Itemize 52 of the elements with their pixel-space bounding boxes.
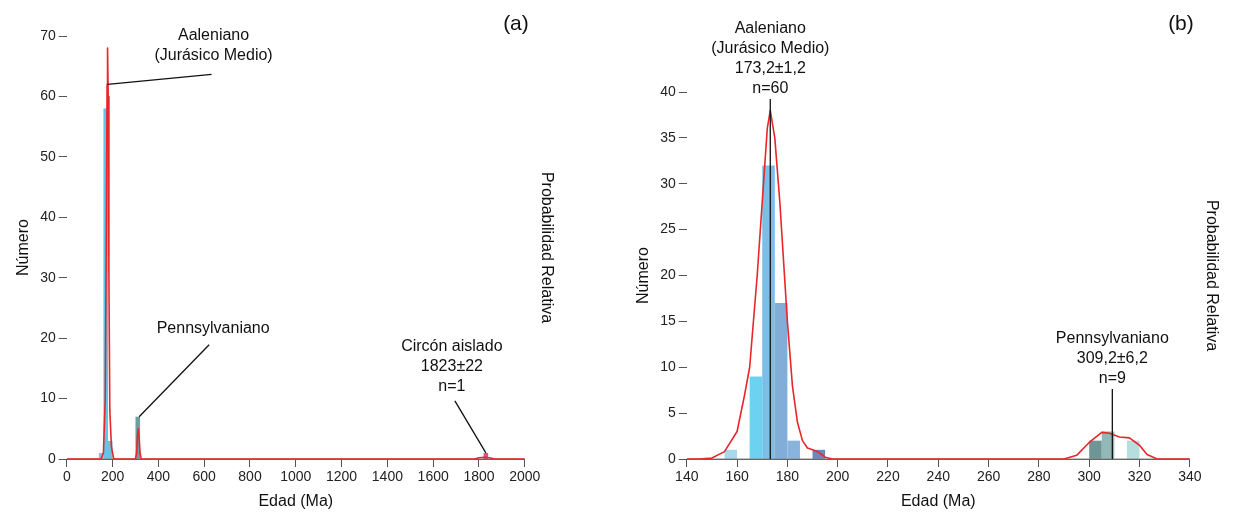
y-tick-label: 25	[660, 220, 676, 237]
chart-title: (b)	[1168, 11, 1194, 34]
x-axis-title: Edad (Ma)	[258, 491, 334, 509]
x-tick-label: 2000	[509, 468, 541, 485]
y-tick-label: 10	[660, 358, 676, 375]
y-axis-title: Número	[14, 218, 32, 276]
x-tick-label: 1400	[371, 468, 404, 485]
y-tick-label: 0	[47, 449, 56, 466]
x-tick-label: 400	[146, 468, 171, 485]
x-tick-label: 800	[238, 468, 262, 485]
annotation: Aaleniano (Jurásico Medio)	[154, 26, 273, 64]
y-tick-label: 10	[40, 389, 56, 406]
x-tick-label: 220	[876, 468, 900, 485]
y-tick-label: 20	[40, 329, 56, 345]
ref-line-label: Aaleniano (Jurásico Medio) 173,2±1,2 n=60	[711, 19, 830, 96]
x-tick-label: 240	[926, 468, 951, 485]
annotation: Circón aislado 1823±22 n=1	[401, 336, 503, 394]
y2-axis-title: Probabilidad Relativa	[1203, 199, 1221, 352]
x-tick-label: 260	[976, 468, 1001, 485]
y2-axis-title: Probabilidad Relativa	[538, 171, 556, 324]
y-tick-label: 40	[40, 208, 56, 225]
annotation: Pennsylvaniano	[156, 318, 270, 336]
y-tick-label: 35	[660, 128, 676, 145]
y-tick-label: 50	[40, 147, 56, 164]
x-axis-title: Edad (Ma)	[900, 491, 976, 509]
y-tick-label: 15	[660, 312, 676, 329]
x-tick-label: 140	[675, 468, 699, 485]
y-tick-label: 0	[667, 449, 676, 466]
ref-line-label: Pennsylvaniano 309,2±6,2 n=9	[1055, 329, 1169, 386]
x-tick-label: 160	[725, 468, 749, 485]
x-tick-label: 280	[1027, 468, 1051, 485]
y-tick-label: 5	[667, 403, 676, 420]
x-tick-label: 200	[826, 468, 850, 485]
x-tick-label: 200	[100, 468, 125, 485]
x-tick-label: 1800	[463, 468, 495, 485]
x-tick-label: 300	[1077, 468, 1102, 485]
y-tick-label: 30	[40, 268, 56, 285]
x-tick-label: 1200	[326, 468, 358, 485]
y-tick-label: 70	[40, 26, 56, 43]
y-tick-label: 30	[660, 174, 676, 191]
x-tick-label: 320	[1127, 468, 1152, 485]
y-tick-label: 40	[660, 82, 676, 99]
x-tick-label: 1000	[280, 468, 312, 485]
chart-title: (a)	[503, 11, 529, 34]
y-tick-label: 20	[660, 266, 676, 283]
y-axis-title: Número	[634, 246, 652, 304]
x-tick-label: 340	[1178, 468, 1202, 485]
y-tick-label: 60	[40, 87, 56, 104]
x-tick-label: 0	[62, 468, 71, 485]
x-tick-label: 600	[192, 468, 217, 485]
x-tick-label: 180	[775, 468, 800, 485]
x-tick-label: 1600	[417, 468, 449, 485]
